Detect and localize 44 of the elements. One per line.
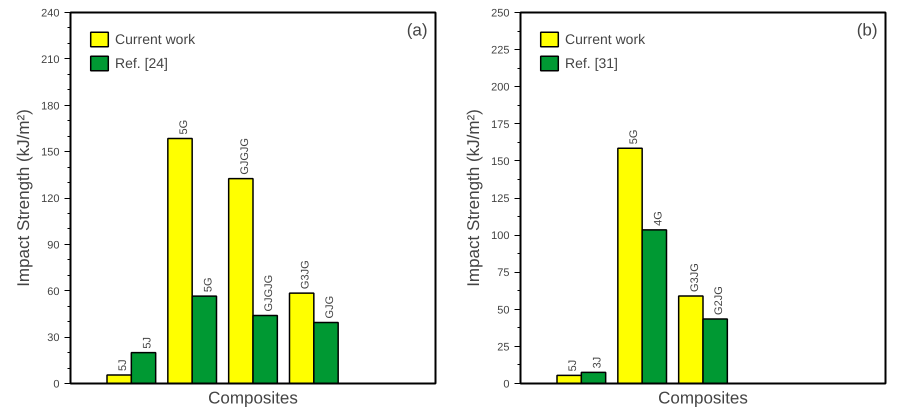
- annotation: 5J: [117, 359, 130, 371]
- y-tick-label: 0: [503, 378, 510, 390]
- y-tick-label: 0: [53, 378, 60, 390]
- annotation: 5J: [142, 336, 154, 349]
- y-tick-label: 30: [47, 332, 60, 344]
- y-tick-label: 120: [41, 193, 60, 205]
- annotation: 5G: [178, 120, 190, 134]
- y-tick-label: 50: [497, 304, 510, 316]
- y-tick-label: 240: [41, 8, 60, 20]
- annotation: 5G: [628, 130, 640, 144]
- legend-label: Ref. [31]: [565, 55, 618, 71]
- y-axis-title: Impact Strength (kJ/m²): [14, 109, 34, 287]
- annotation: GJGJG: [238, 138, 251, 175]
- y-tick-label: 100: [491, 230, 510, 242]
- y-tick-label: 60: [47, 286, 60, 298]
- x-axis-title: Composites: [208, 388, 298, 408]
- y-tick-label: 150: [41, 146, 60, 159]
- y-tick-label: 180: [41, 100, 60, 112]
- y-tick-label: 75: [497, 267, 510, 280]
- y-axis-title: Impact Strength (kJ/m²): [464, 109, 484, 287]
- legend-label: Current work: [115, 31, 196, 47]
- legend-label: Ref. [24]: [115, 55, 168, 71]
- annotation: 5J: [567, 360, 580, 372]
- legend-label: Current work: [565, 31, 646, 47]
- annotation: G2JG: [713, 286, 726, 315]
- y-tick-label: 125: [491, 193, 510, 205]
- annotation: 5G: [202, 277, 214, 292]
- y-tick-label: 200: [491, 82, 510, 94]
- annotation: G3JG: [688, 263, 701, 292]
- y-tick-label: 225: [491, 44, 510, 57]
- annotation: 3J: [592, 356, 604, 368]
- y-tick-label: 175: [491, 118, 510, 131]
- annotation: (a): [406, 20, 428, 40]
- y-tick-label: 250: [491, 8, 510, 20]
- annotation: 4G: [652, 211, 664, 226]
- y-tick-label: 150: [491, 156, 510, 168]
- y-tick-label: 25: [497, 341, 510, 354]
- annotation: GJG: [324, 296, 336, 318]
- y-tick-label: 90: [47, 239, 60, 252]
- y-tick-label: 210: [41, 54, 60, 66]
- x-axis-title: Composites: [658, 388, 748, 408]
- annotation: G3JG: [300, 260, 312, 290]
- annotation: (b): [856, 20, 878, 40]
- annotation: GJGJG: [263, 274, 276, 312]
